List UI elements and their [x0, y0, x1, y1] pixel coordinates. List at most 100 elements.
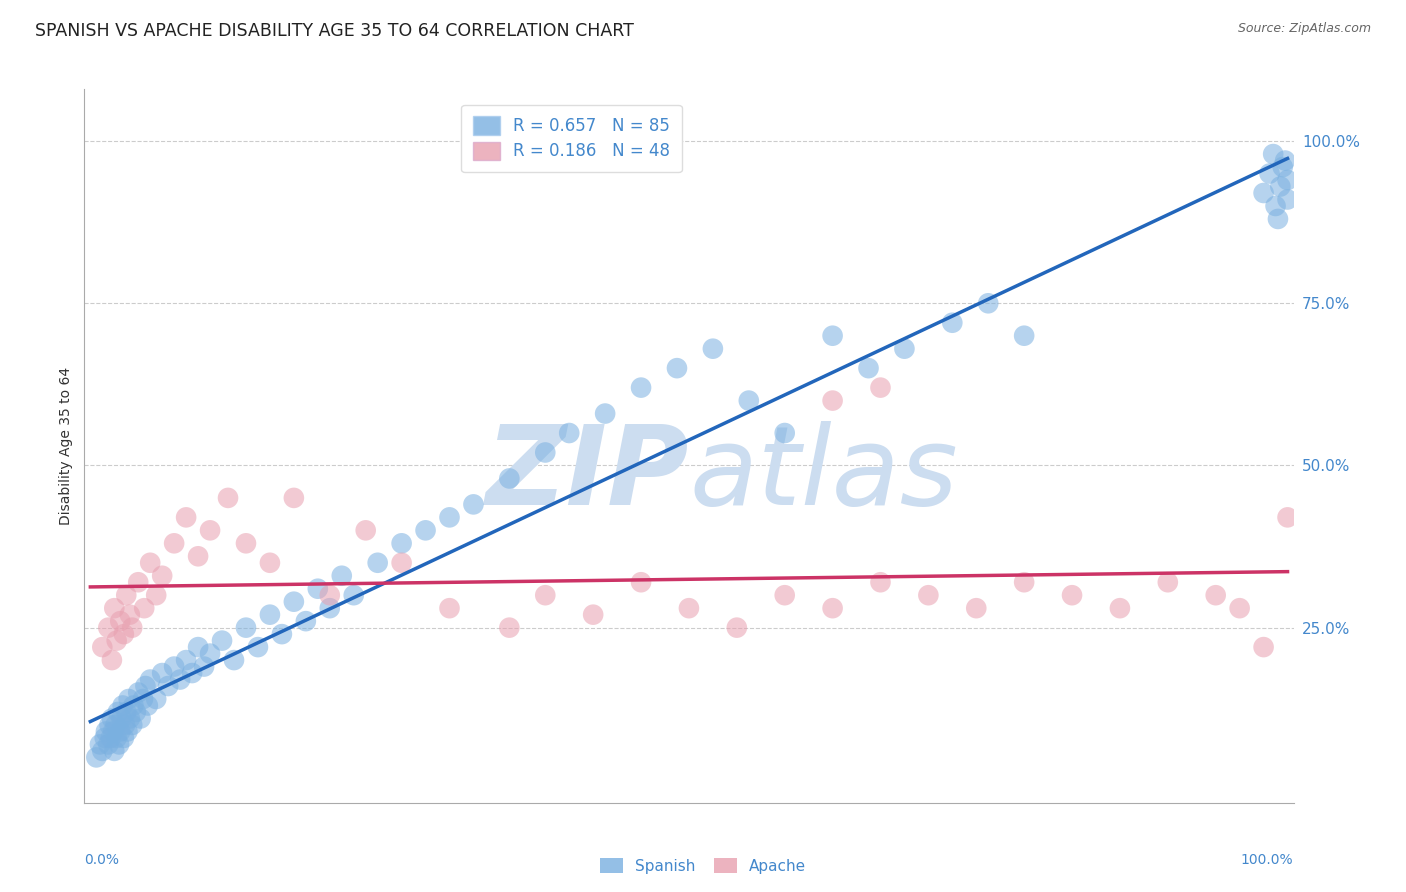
Point [1253, 186, 1275, 200]
Point [1205, 588, 1227, 602]
Point [1258, 167, 1281, 181]
Point [858, 361, 880, 376]
Point [94, 724, 117, 739]
Point [1277, 510, 1299, 524]
Point [259, 556, 281, 570]
Point [163, 536, 186, 550]
Point [1229, 601, 1251, 615]
Point [115, 588, 138, 602]
Text: 100.0%: 100.0% [1241, 853, 1294, 867]
Point [1267, 211, 1289, 226]
Point [821, 601, 844, 615]
Point [104, 718, 127, 732]
Point [101, 724, 124, 739]
Point [593, 407, 616, 421]
Point [89, 738, 111, 752]
Point [101, 653, 124, 667]
Point [246, 640, 269, 654]
Point [439, 601, 461, 615]
Point [665, 361, 688, 376]
Point [193, 659, 215, 673]
Point [330, 568, 353, 582]
Point [439, 510, 461, 524]
Point [869, 575, 891, 590]
Point [129, 711, 152, 725]
Point [114, 718, 136, 732]
Point [121, 718, 143, 732]
Point [702, 342, 724, 356]
Point [134, 601, 156, 615]
Point [150, 666, 173, 681]
Point [1253, 640, 1275, 654]
Point [259, 607, 281, 622]
Text: 0.0%: 0.0% [84, 853, 120, 867]
Point [222, 653, 245, 667]
Point [103, 744, 125, 758]
Point [354, 524, 377, 538]
Point [105, 731, 128, 745]
Point [235, 621, 257, 635]
Point [534, 445, 557, 459]
Point [198, 524, 221, 538]
Point [1263, 147, 1285, 161]
Point [391, 556, 413, 570]
Point [118, 711, 141, 725]
Point [112, 731, 135, 745]
Point [91, 640, 114, 654]
Point [198, 647, 221, 661]
Point [773, 588, 796, 602]
Text: Source: ZipAtlas.com: Source: ZipAtlas.com [1237, 22, 1371, 36]
Point [122, 698, 145, 713]
Point [157, 679, 180, 693]
Point [134, 679, 156, 693]
Point [283, 595, 305, 609]
Point [145, 692, 167, 706]
Text: SPANISH VS APACHE DISABILITY AGE 35 TO 64 CORRELATION CHART: SPANISH VS APACHE DISABILITY AGE 35 TO 6… [35, 22, 634, 40]
Point [773, 425, 796, 440]
Point [174, 510, 197, 524]
Point [107, 705, 129, 719]
Point [103, 601, 125, 615]
Point [97, 738, 120, 752]
Point [630, 575, 652, 590]
Point [97, 621, 120, 635]
Point [118, 607, 141, 622]
Point [1060, 588, 1083, 602]
Point [187, 549, 209, 564]
Point [117, 724, 139, 739]
Point [98, 718, 121, 732]
Point [343, 588, 366, 602]
Point [869, 381, 891, 395]
Point [150, 568, 173, 582]
Point [498, 471, 520, 485]
Point [110, 724, 132, 739]
Point [100, 731, 122, 745]
Point [136, 698, 159, 713]
Point [307, 582, 329, 596]
Point [319, 588, 342, 602]
Point [139, 556, 162, 570]
Point [977, 296, 1000, 310]
Point [893, 342, 915, 356]
Point [91, 744, 114, 758]
Point [582, 607, 605, 622]
Point [415, 524, 437, 538]
Point [917, 588, 939, 602]
Point [163, 659, 186, 673]
Point [121, 621, 143, 635]
Point [118, 692, 141, 706]
Point [391, 536, 413, 550]
Point [1277, 173, 1299, 187]
Text: ZIP: ZIP [485, 421, 689, 528]
Point [1157, 575, 1180, 590]
Point [558, 425, 581, 440]
Point [110, 711, 132, 725]
Point [187, 640, 209, 654]
Point [93, 731, 115, 745]
Point [1012, 328, 1035, 343]
Point [139, 673, 162, 687]
Point [86, 750, 108, 764]
Point [115, 705, 138, 719]
Point [319, 601, 342, 615]
Y-axis label: Disability Age 35 to 64: Disability Age 35 to 64 [59, 367, 73, 525]
